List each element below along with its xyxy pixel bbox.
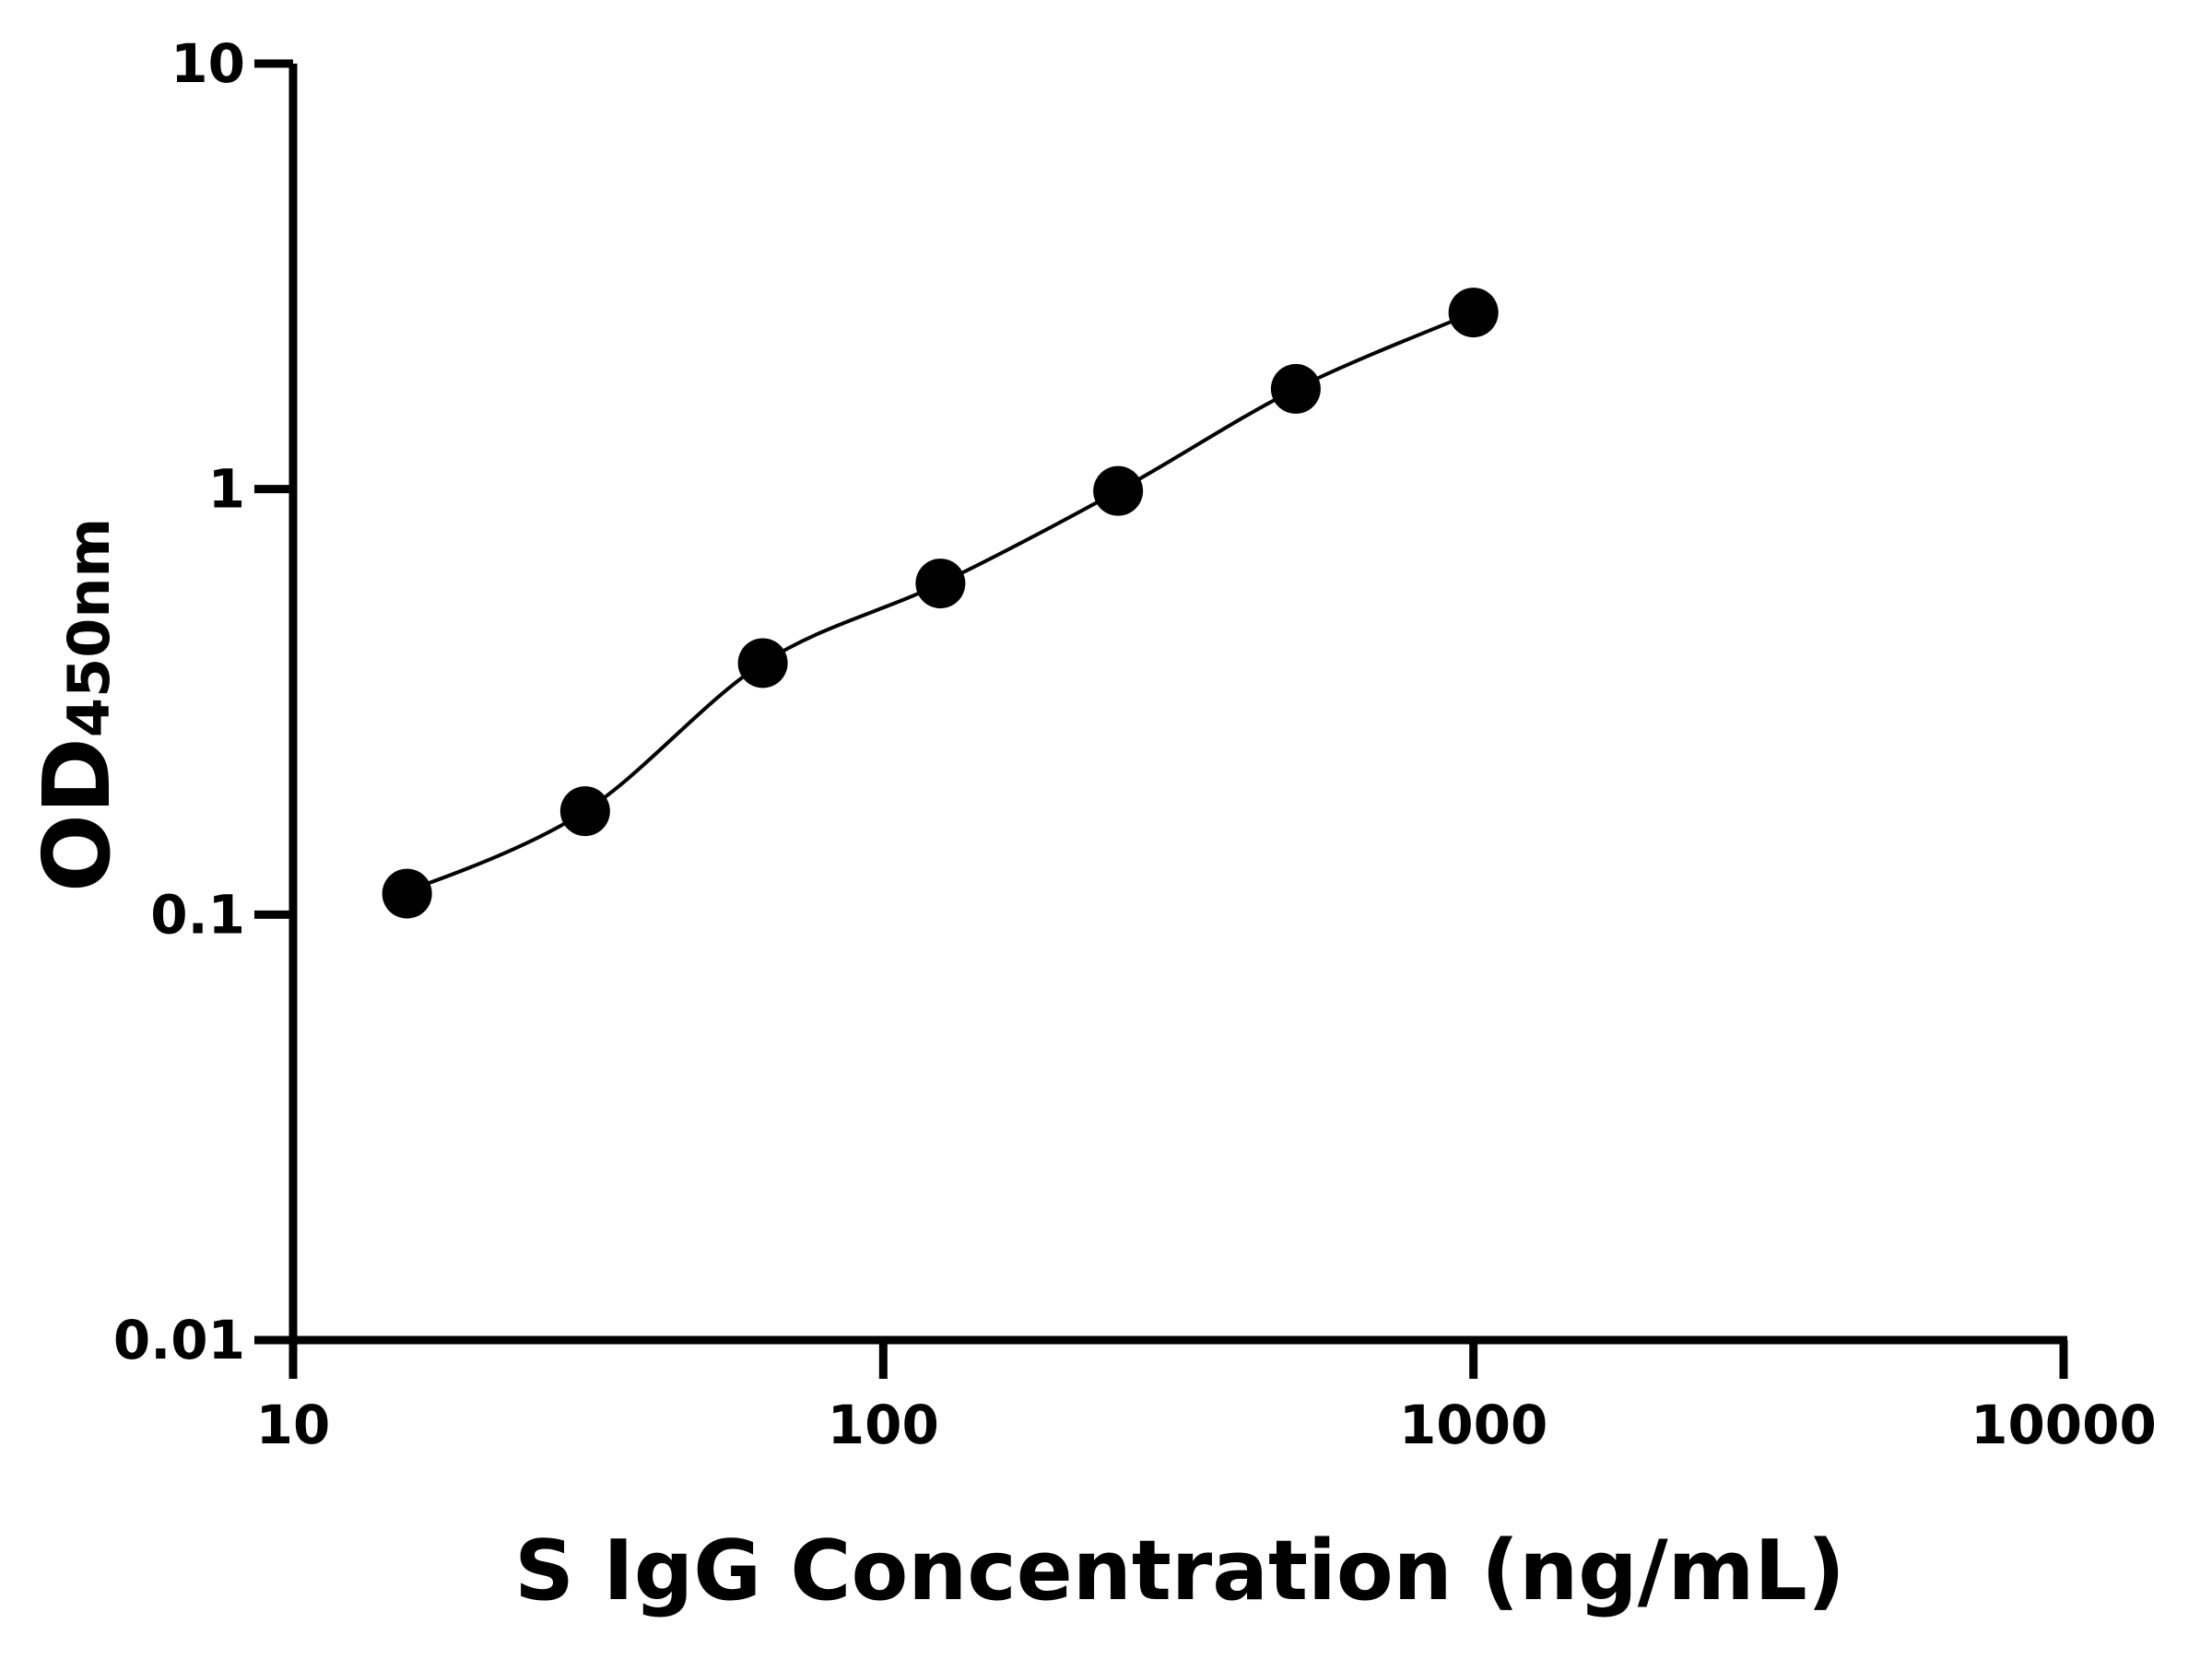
axes: 0.01 0.1 1 10 10 100 1000 10000 [113, 32, 2157, 1456]
x-tick-label: 10 [256, 1394, 331, 1456]
data-points [382, 288, 1499, 919]
x-tick-label: 100 [828, 1394, 939, 1456]
data-point [382, 868, 432, 919]
y-axis-label: OD450nm [23, 518, 131, 892]
x-tick-label: 1000 [1399, 1394, 1547, 1456]
x-tick-label: 10000 [1971, 1394, 2157, 1456]
x-axis-label: S IgG Concentration (ng/mL) [514, 1523, 1845, 1619]
y-tick-label: 1 [208, 458, 245, 521]
data-point [737, 638, 788, 688]
y-axis-label-sub: 450nm [55, 518, 123, 737]
y-axis-label-main: OD [23, 737, 131, 892]
y-tick-label: 10 [171, 32, 245, 95]
y-tick-label: 0.1 [150, 883, 245, 946]
data-point [1093, 465, 1144, 516]
data-point [915, 559, 966, 609]
data-point [1448, 288, 1499, 338]
data-point [559, 786, 610, 837]
y-tick-label: 0.01 [113, 1309, 245, 1371]
data-point [1270, 363, 1321, 414]
